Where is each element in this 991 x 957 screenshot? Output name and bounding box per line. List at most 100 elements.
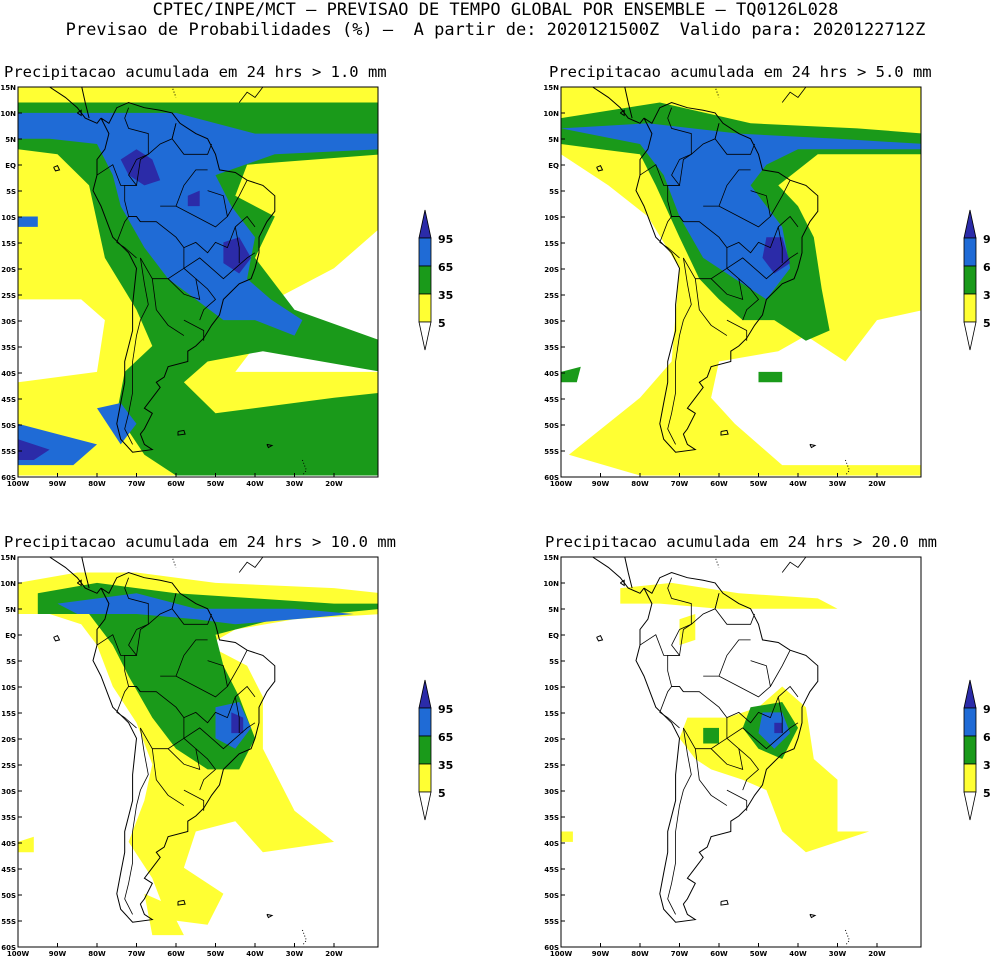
colorbar-label: 65 <box>438 731 454 744</box>
precip-region <box>223 237 252 274</box>
country-border <box>738 748 760 791</box>
lat-label: 45S <box>544 866 559 874</box>
lat-label: 50S <box>544 422 559 430</box>
lat-label: EQ <box>548 632 559 640</box>
precip-region <box>120 149 161 186</box>
header-title: CPTEC/INPE/MCT — PREVISAO DE TEMPO GLOBA… <box>152 0 839 20</box>
panel-title-1mm: Precipitacao acumulada em 24 hrs > 1.0 m… <box>4 63 387 81</box>
colorbar-label: 5 <box>983 787 991 800</box>
lat-label: 5N <box>548 136 559 144</box>
lat-label: 15N <box>543 554 559 562</box>
lat-label: 55S <box>1 448 16 456</box>
lat-label: 25S <box>1 762 16 770</box>
lat-label: 5N <box>5 606 16 614</box>
lon-label: 30W <box>286 480 304 487</box>
colorbar-label: 65 <box>438 261 454 274</box>
lon-label: 30W <box>286 950 304 957</box>
country-border <box>667 257 692 445</box>
colorbar-label: 35 <box>983 289 991 302</box>
coastline <box>92 571 276 923</box>
lat-label: 25S <box>1 292 16 300</box>
country-border <box>718 639 751 677</box>
coastline <box>635 101 819 453</box>
colorbar-label: 95 <box>438 703 454 716</box>
lon-label: 80W <box>631 950 649 957</box>
country-border <box>703 190 771 228</box>
lat-label: 40S <box>1 840 16 848</box>
country-border <box>770 180 791 217</box>
country-border <box>667 153 692 222</box>
country-border <box>726 215 799 254</box>
lon-label: 50W <box>750 480 768 487</box>
lat-label: 35S <box>544 344 559 352</box>
precip-region <box>774 722 783 734</box>
lat-label: 55S <box>1 918 16 926</box>
precip-region <box>620 582 838 609</box>
lon-label: 60W <box>167 950 185 957</box>
lat-label: EQ <box>5 632 16 640</box>
colorbar-label: 35 <box>438 289 454 302</box>
country-border <box>777 696 783 734</box>
lat-label: 50S <box>1 892 16 900</box>
lat-label: 10N <box>0 110 16 118</box>
lon-label: 50W <box>750 950 768 957</box>
country-border <box>234 226 240 264</box>
lon-label: 80W <box>88 950 106 957</box>
lon-label: 70W <box>671 950 689 957</box>
lat-label: 60S <box>544 474 559 482</box>
precip-region <box>758 371 783 383</box>
lat-label: 15S <box>544 710 559 718</box>
lat-label: 30S <box>544 318 559 326</box>
country-border <box>710 737 744 770</box>
country-border <box>726 789 748 811</box>
country-border <box>124 727 149 915</box>
precip-region <box>18 216 38 227</box>
lat-label: 20S <box>544 266 559 274</box>
lat-label: 25S <box>544 762 559 770</box>
country-border <box>183 685 256 724</box>
country-border <box>183 252 256 280</box>
lon-label: 100W <box>550 950 573 957</box>
lat-label: 20S <box>1 736 16 744</box>
precip-region <box>703 727 719 744</box>
lat-label: 5S <box>549 658 559 666</box>
colorbar-label: 5 <box>438 317 446 330</box>
lon-label: 20W <box>325 480 343 487</box>
lat-label: 5S <box>6 188 16 196</box>
lat-label: 40S <box>1 370 16 378</box>
lon-label: 30W <box>829 480 847 487</box>
country-border <box>694 278 728 336</box>
lon-label: 70W <box>128 950 146 957</box>
country-border <box>140 221 185 280</box>
precip-region <box>37 582 378 770</box>
lon-label: 70W <box>128 480 146 487</box>
lat-label: 45S <box>1 866 16 874</box>
country-border <box>124 257 149 445</box>
colorbar-label: 5 <box>438 787 446 800</box>
colorbar-label: 95 <box>438 233 454 246</box>
country-border <box>227 650 248 687</box>
lat-label: 55S <box>544 448 559 456</box>
coastline <box>635 571 819 923</box>
lat-label: 15S <box>1 240 16 248</box>
country-border <box>726 722 799 750</box>
colorbar-label: 35 <box>438 759 454 772</box>
map-panel-10mm: 15N 10N 5N EQ 5S 10S 15S 20S 25S 30S 35S 40S 45S 50S 5… <box>0 552 380 957</box>
header-subtitle: Previsao de Probabilidades (%) — A parti… <box>65 20 926 40</box>
colorbar-label: 65 <box>983 731 991 744</box>
lon-label: 80W <box>631 480 649 487</box>
panel-title-10mm: Precipitacao acumulada em 24 hrs > 10.0 … <box>4 533 396 551</box>
lat-label: 25S <box>544 292 559 300</box>
country-border <box>195 748 217 791</box>
country-border <box>167 267 201 300</box>
lat-label: EQ <box>548 162 559 170</box>
country-border <box>175 169 208 207</box>
country-border <box>726 319 748 341</box>
lon-label: 100W <box>550 480 573 487</box>
lat-label: 35S <box>544 814 559 822</box>
country-border <box>718 169 751 207</box>
lat-label: 5S <box>549 188 559 196</box>
lon-label: 50W <box>207 950 225 957</box>
lat-label: 10N <box>543 110 559 118</box>
colorbar-20mm: 95 65 35 5 <box>963 678 991 828</box>
